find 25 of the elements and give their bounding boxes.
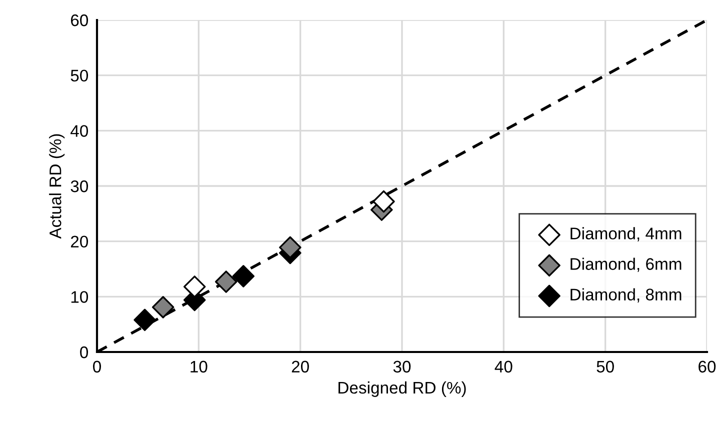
x-tick-label: 60 [698, 360, 716, 373]
legend-label: Diamond, 4mm [570, 227, 682, 242]
legend-label: Diamond, 6mm [570, 258, 682, 272]
y-tick-label: 10 [71, 291, 88, 303]
y-tick-label: 0 [80, 346, 88, 358]
x-tick-label: 20 [292, 360, 309, 373]
y-tick-label: 30 [70, 180, 88, 192]
y-tick-label: 40 [70, 125, 88, 137]
point [372, 190, 395, 213]
x-tick-label: 30 [393, 360, 411, 373]
y-tick-label: 60 [70, 14, 88, 26]
x-tick-label: 50 [596, 360, 614, 373]
point [134, 308, 156, 332]
x-axis-title: Designed RD (%) [338, 381, 466, 397]
point [152, 296, 174, 318]
x-tick-label: 10 [190, 360, 208, 373]
legend-label: Diamond, 8mm [570, 288, 682, 302]
y-tick-label: 50 [70, 70, 88, 82]
y-tick-label: 20 [70, 236, 88, 248]
point [183, 276, 206, 298]
point [214, 270, 238, 293]
x-tick-label: 40 [494, 360, 512, 373]
point [232, 265, 255, 288]
y-axis-title: Actual RD (%) [49, 134, 65, 239]
x-tick-label: 0 [93, 360, 101, 373]
